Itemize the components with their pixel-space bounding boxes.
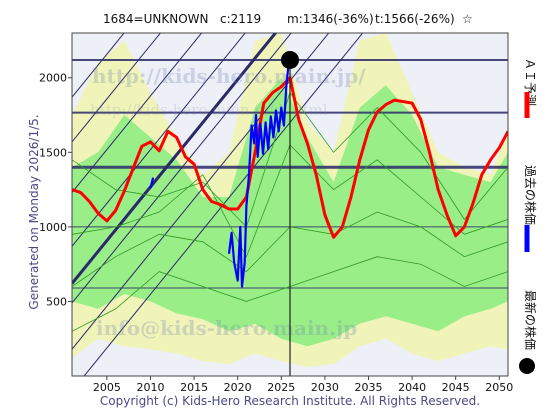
x-tick-label: 2020 (224, 381, 252, 394)
x-tick-label: 2010 (136, 381, 164, 394)
copyright-text: Copyright (c) Kids-Hero Research Institu… (100, 394, 480, 408)
legend-label-latest-price: 最新の株価 (523, 290, 538, 350)
plot-frame (71, 32, 509, 377)
header-star: ☆ (462, 12, 473, 26)
header-target: t:1566(-26%) (375, 12, 455, 26)
trend-line (72, 33, 162, 143)
x-tick-label: 2045 (442, 381, 470, 394)
x-tick-label: 2035 (354, 381, 382, 394)
x-tick-label: 2030 (311, 381, 339, 394)
generated-note: Generated on Monday 2026/1/5. (27, 114, 41, 309)
y-axis: 500 1000 1500 2000 (39, 72, 72, 308)
past-price-line (227, 59, 291, 288)
series-layer (72, 50, 508, 376)
trend-line (72, 33, 292, 304)
x-axis: 2005 2010 2015 2020 2025 2030 2035 2040 2045 2050 (93, 376, 513, 394)
header-current: c:2119 (220, 12, 261, 26)
x-tick-label: 2040 (398, 381, 426, 394)
legend-label-past-price: 過去の株価 (523, 165, 538, 225)
y-tick-label: 1500 (39, 146, 67, 159)
legend-swatch-latest-price (519, 358, 535, 374)
y-tick-label: 500 (46, 295, 67, 308)
trend-line (72, 33, 203, 193)
trend-line (72, 33, 278, 285)
x-tick-label: 2005 (93, 381, 121, 394)
latest-price-dot (281, 50, 299, 69)
watermark-url: http://kids-hero.main.jp/ (92, 64, 366, 88)
y-tick-label: 2000 (39, 72, 67, 85)
past-price-line-early (149, 177, 155, 189)
x-tick-label: 2050 (485, 381, 513, 394)
header-min: m:1346(-36%) (287, 12, 374, 26)
plot-layer: http://kids-hero.main.jp/ http://kids-he… (72, 33, 508, 376)
x-tick-label: 2015 (180, 381, 208, 394)
header-code: 1684=UNKNOWN (103, 12, 209, 26)
watermark-email: info@kids-hero.main.jp (96, 316, 357, 340)
x-tick-label: 2025 (267, 381, 295, 394)
y-tick-label: 1000 (39, 221, 67, 234)
watermark-layer: http://kids-hero.main.jp/ http://kids-he… (90, 64, 366, 340)
watermark-dl-url: http://kids-hero.main.jp/dl.html (90, 101, 328, 119)
trend-line (72, 33, 246, 247)
